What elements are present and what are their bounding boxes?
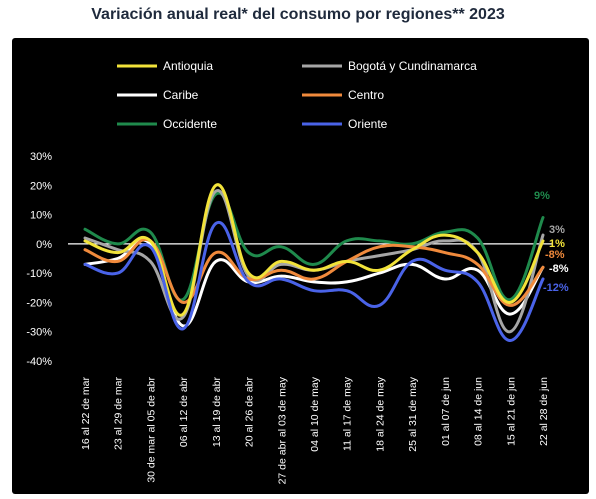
x-tick-label: 13 al 19 de abr — [211, 377, 223, 448]
end-label-antioquia: 1% — [549, 238, 565, 250]
x-tick-label: 11 al 17 de may — [342, 376, 354, 451]
y-tick-label: 30% — [30, 151, 52, 163]
y-axis: 30% 20% 10% 0% -10% -20% -30% -40% — [26, 151, 52, 368]
y-tick-label: 0% — [36, 239, 52, 251]
x-tick-label: 18 al 24 de may — [374, 376, 386, 451]
end-label-occidente: 9% — [534, 190, 550, 202]
x-tick-label: 06 al 12 de abr — [178, 377, 190, 448]
x-tick-label: 01 al 07 de jun — [440, 377, 452, 446]
x-tick-label: 25 al 31 de may — [407, 376, 419, 451]
legend-label-occidente: Occidente — [163, 117, 217, 131]
legend-label-antioquia: Antioquia — [163, 59, 213, 73]
x-tick-label: 22 al 28 de jun — [538, 377, 550, 446]
y-tick-label: -30% — [26, 327, 52, 339]
x-tick-label: 15 al 21 de jun — [505, 377, 517, 446]
y-tick-label: -10% — [26, 268, 52, 280]
end-label-centro: -8% — [545, 249, 565, 261]
x-tick-label: 16 al 22 de mar — [80, 377, 92, 450]
x-tick-label: 20 al 26 de abr — [244, 377, 256, 448]
series-lines — [83, 183, 545, 343]
series-line-oriente — [83, 220, 545, 343]
x-axis: 16 al 22 de mar 23 al 29 de mar 30 de mar … — [80, 376, 550, 484]
legend-label-caribe: Caribe — [163, 88, 199, 102]
legend-label-bogota-y-cundinamarca: Bogotá y Cundinamarca — [348, 59, 477, 73]
end-labels: 1% 3% -8% -8% 9% -12% — [534, 190, 569, 294]
y-tick-label: 10% — [30, 210, 52, 222]
legend-label-centro: Centro — [348, 88, 384, 102]
y-tick-label: 20% — [30, 180, 52, 192]
chart-panel: Antioquia Bogotá y Cundinamarca Caribe Cent… — [12, 38, 589, 494]
legend-label-oriente: Oriente — [348, 117, 388, 131]
line-chart: Antioquia Bogotá y Cundinamarca Caribe Cent… — [26, 59, 569, 484]
y-tick-label: -20% — [26, 297, 52, 309]
end-label-oriente: -12% — [543, 282, 569, 294]
y-tick-label: -40% — [26, 356, 52, 368]
legend: Antioquia Bogotá y Cundinamarca Caribe Cent… — [117, 59, 477, 131]
x-tick-label: 30 de mar al 05 de abr — [145, 377, 157, 483]
x-tick-label: 23 al 29 de mar — [113, 377, 125, 450]
end-label-bogota-y-cundinamarca: 3% — [549, 224, 565, 236]
chart-title: Variación anual real* del consumo por re… — [91, 6, 505, 23]
x-tick-label: 08 al 14 de jun — [473, 377, 485, 446]
series-line-centro — [83, 237, 545, 307]
x-tick-label: 04 al 10 de may — [309, 376, 321, 451]
x-tick-label: 27 de abr al 03 de may — [276, 376, 288, 484]
end-label-caribe: -8% — [549, 263, 569, 275]
series-line-antioquia — [83, 183, 545, 317]
